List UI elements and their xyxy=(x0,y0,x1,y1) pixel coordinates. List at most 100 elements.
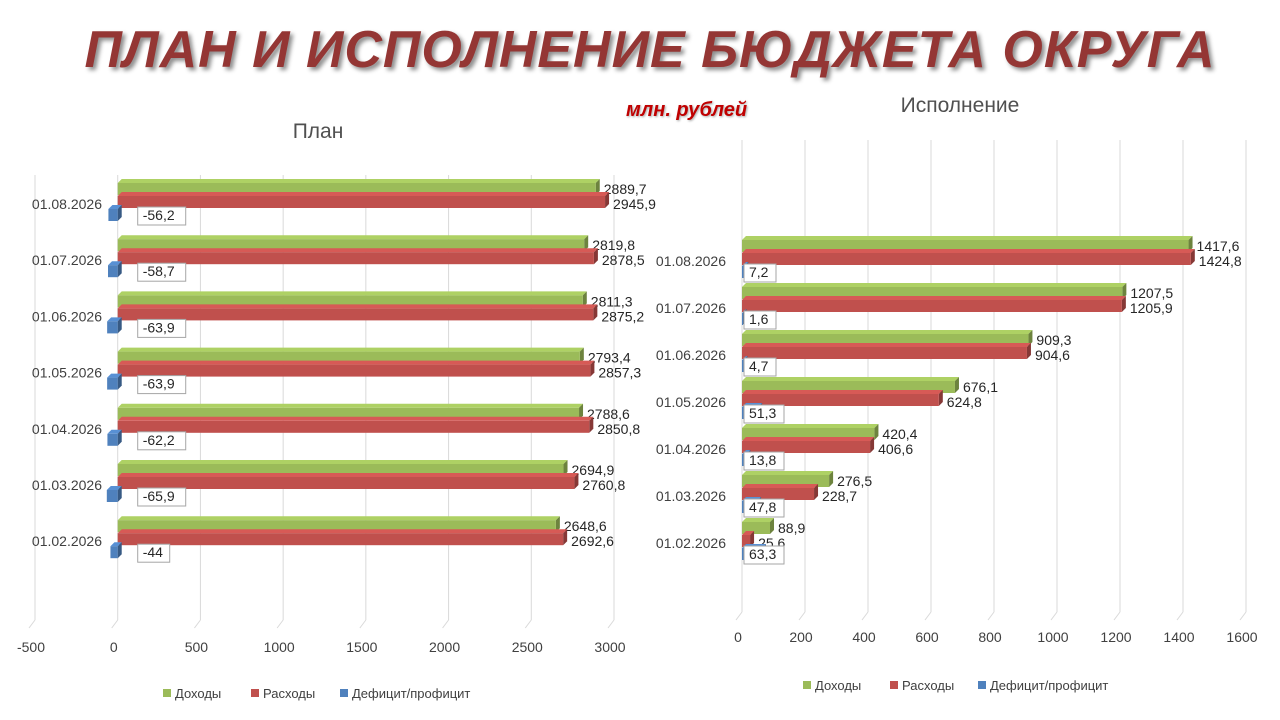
data-label-deficit: 63,3 xyxy=(743,545,785,565)
data-label-text: 7,2 xyxy=(749,264,769,280)
bar-expense-top xyxy=(742,484,819,488)
bar-expense-top xyxy=(117,192,610,196)
bar-expense-side xyxy=(593,304,598,321)
bar-expense xyxy=(117,477,575,489)
gridline-foot xyxy=(194,619,201,629)
plan-chart: План -500 0 500 1000 1500 2000 2500 3000 01.02.20… xyxy=(17,120,656,701)
data-label-deficit: -63,9 xyxy=(137,318,187,338)
data-label-expense: 2875,2 xyxy=(601,308,644,324)
x-tick-label: 500 xyxy=(185,639,209,655)
legend-swatch xyxy=(340,689,348,697)
gridline-foot xyxy=(442,619,449,629)
bar-income-side xyxy=(584,235,589,252)
bar-expense-side xyxy=(814,484,819,500)
bar-income-top xyxy=(742,236,1193,240)
x-tick-label: 1000 xyxy=(1037,629,1068,645)
data-label-box xyxy=(137,487,187,507)
data-label-expense: 2692,6 xyxy=(571,533,614,549)
x-tick-label: 3000 xyxy=(594,639,625,655)
data-label-text: -63,9 xyxy=(143,319,175,335)
data-label-income: 909,3 xyxy=(1036,332,1071,348)
x-tick-label: 1200 xyxy=(1100,629,1131,645)
legend-swatch xyxy=(251,689,259,697)
bar-income-side xyxy=(770,518,775,534)
gridline-foot xyxy=(28,619,36,629)
bar-deficit xyxy=(108,265,118,278)
data-label-box xyxy=(743,404,785,424)
legend-label: Расходы xyxy=(263,686,315,701)
bar-expense-side xyxy=(1190,249,1195,265)
page-title: ПЛАН И ИСПОЛНЕНИЕ БЮДЖЕТА ОКРУГА xyxy=(84,21,1216,79)
data-label-text: -62,2 xyxy=(143,432,175,448)
data-label-expense: 2857,3 xyxy=(598,365,641,381)
data-label-deficit: 51,3 xyxy=(743,404,785,424)
chart-title: Исполнение xyxy=(901,94,1020,117)
bar-deficit-side xyxy=(117,261,122,278)
data-label-text: -58,7 xyxy=(143,263,175,279)
bar-income-top xyxy=(742,518,775,522)
bar-deficit-top xyxy=(108,261,122,266)
data-label-expense: 2760,8 xyxy=(582,477,625,493)
gridline-foot xyxy=(276,619,284,629)
x-tick-label: 400 xyxy=(852,629,876,645)
bar-expense-top xyxy=(742,249,1195,253)
bar-expense-top xyxy=(117,304,598,309)
category-label: 01.05.2026 xyxy=(32,365,102,381)
bar-expense-side xyxy=(1026,343,1031,359)
gridline-foot xyxy=(861,611,869,621)
bar-expense-side xyxy=(593,248,598,265)
data-label-box xyxy=(137,431,187,451)
bar-income-top xyxy=(117,347,584,352)
bar-deficit xyxy=(742,313,743,325)
x-tick-label: 1000 xyxy=(264,639,295,655)
x-tick-label: 2500 xyxy=(512,639,543,655)
data-label-deficit: -63,9 xyxy=(137,375,187,395)
category-label: 01.06.2026 xyxy=(32,308,102,324)
x-tick-label: 200 xyxy=(789,629,813,645)
bar-expense xyxy=(742,394,939,406)
data-label-box xyxy=(743,263,777,283)
data-label-income: 276,5 xyxy=(837,473,872,489)
bar-income-side xyxy=(563,460,568,476)
data-label-income: 2811,3 xyxy=(591,293,633,309)
data-label-income: 1207,5 xyxy=(1130,285,1173,301)
legend-label: Дефицит/профицит xyxy=(352,686,470,701)
bar-expense-side xyxy=(870,437,875,453)
bar-expense-side xyxy=(590,360,595,377)
bar-deficit xyxy=(110,546,118,559)
bar-deficit-top xyxy=(110,542,122,547)
legend-swatch xyxy=(978,681,986,689)
data-label-income: 2788,6 xyxy=(587,406,630,422)
data-label-text: 1,6 xyxy=(749,311,769,327)
legend-label: Расходы xyxy=(902,678,954,693)
gridline-foot xyxy=(1050,611,1058,621)
data-label-income: 420,4 xyxy=(882,426,917,442)
gridline-foot xyxy=(1176,611,1184,621)
bar-income-side xyxy=(582,291,587,308)
bar-expense-side xyxy=(574,473,579,489)
data-label-income: 1417,6 xyxy=(1197,238,1240,254)
bar-income-top xyxy=(742,330,1033,334)
data-label-income: 2694,9 xyxy=(572,462,615,478)
data-label-text: 51,3 xyxy=(749,405,776,421)
legend-swatch xyxy=(890,681,898,689)
legend-swatch xyxy=(163,689,171,697)
bar-deficit xyxy=(107,433,118,446)
chart-title: План xyxy=(293,120,344,143)
execution-chart: Исполнение 0 200 400 600 800 1000 1200 1400 1600 0… xyxy=(656,94,1258,693)
bar-income-top xyxy=(117,403,584,408)
gridline-foot xyxy=(798,611,806,621)
bar-income-side xyxy=(1028,330,1033,346)
bar-deficit xyxy=(742,266,745,278)
bar-deficit-top xyxy=(106,486,122,490)
bar-deficit xyxy=(107,377,118,390)
bar-deficit xyxy=(107,321,118,334)
data-label-expense: 1205,9 xyxy=(1130,300,1173,316)
data-label-text: 4,7 xyxy=(749,358,769,374)
bar-income-top xyxy=(117,291,587,296)
gridline-foot xyxy=(111,619,119,629)
bar-income-top xyxy=(117,516,560,521)
x-tick-label: -500 xyxy=(17,639,45,655)
data-label-text: -63,9 xyxy=(143,376,175,392)
